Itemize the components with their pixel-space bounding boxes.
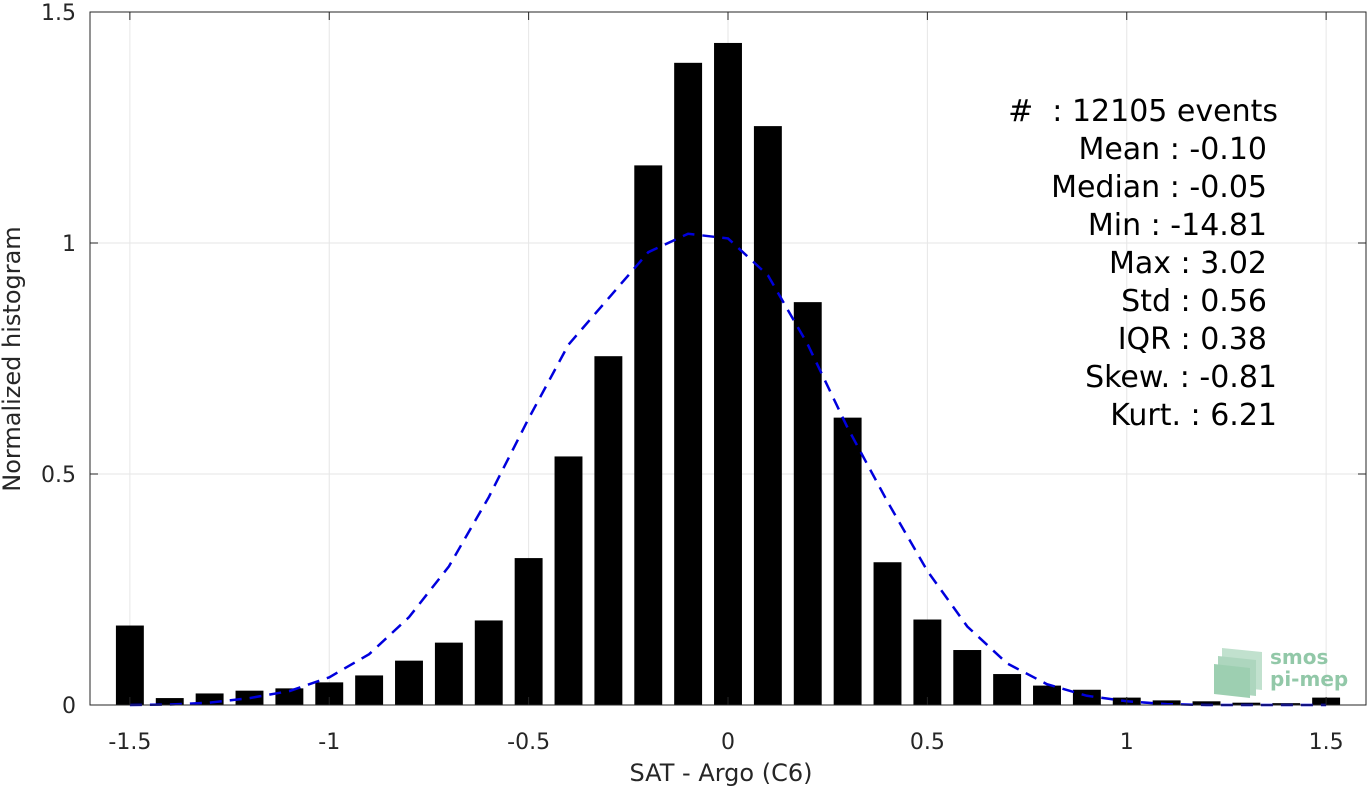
histogram-bar: [514, 558, 543, 705]
logo-text-pimep: pi-mep: [1270, 667, 1348, 691]
x-tick-label: -1: [318, 730, 340, 755]
histogram-bar: [1152, 700, 1181, 705]
x-tick-label: -1.5: [108, 730, 151, 755]
logo-waves-icon: [1214, 648, 1262, 698]
histogram-bar: [833, 417, 862, 705]
x-tick-label: -0.5: [507, 730, 550, 755]
stat-events: # : 12105 events: [1008, 94, 1278, 129]
histogram-bar: [315, 682, 344, 705]
y-axis-label: Normalized histogram: [0, 226, 26, 491]
histogram-bar: [474, 620, 503, 705]
y-tick-label: 0.5: [41, 463, 76, 488]
histogram-bar: [115, 625, 144, 705]
histogram-bar: [155, 698, 184, 705]
x-tick-label: 0: [721, 730, 735, 755]
histogram-bar: [793, 302, 822, 705]
histogram-bar: [714, 42, 742, 706]
y-tick-label: 1.5: [41, 1, 76, 26]
logo-text-smos: smos: [1270, 645, 1328, 669]
stat-max: Max : 3.02: [1109, 246, 1267, 281]
histogram-bar: [594, 356, 623, 705]
histogram-bar: [554, 456, 583, 705]
y-tick-label: 1: [62, 232, 76, 257]
histogram-bars: [115, 42, 1341, 706]
stat-median: Median : -0.05: [1051, 170, 1267, 205]
histogram-bar: [195, 693, 224, 705]
x-tick-label: 0.5: [910, 730, 945, 755]
histogram-bar: [434, 642, 463, 705]
y-tick-label: 0: [62, 694, 76, 719]
stat-kurt: Kurt. : 6.21: [1110, 398, 1277, 433]
histogram-bar: [953, 650, 982, 705]
x-tick-label: 1.5: [1309, 730, 1344, 755]
smos-pimep-logo: smos pi-mep: [1214, 645, 1348, 698]
histogram-bar: [275, 688, 304, 705]
histogram-bar: [1192, 701, 1221, 705]
stat-mean: Mean : -0.10: [1078, 132, 1267, 167]
axis-ticks: -1.5 -1 -0.5 0 0.5 1 1.5 0 0.5 1 1.5: [41, 1, 1366, 755]
stat-std: Std : 0.56: [1121, 284, 1267, 319]
stat-skew: Skew. : -0.81: [1085, 360, 1277, 395]
histogram-bar: [395, 660, 423, 705]
histogram-bar: [674, 62, 703, 705]
histogram-bar: [1072, 689, 1101, 705]
histogram-bar: [913, 619, 942, 705]
histogram-bar: [634, 165, 663, 705]
histogram-bar: [355, 675, 384, 705]
histogram-bar: [235, 690, 264, 705]
stat-min: Min : -14.81: [1088, 208, 1267, 243]
x-tick-label: 1: [1120, 730, 1134, 755]
histogram-bar: [1033, 685, 1061, 705]
stat-iqr: IQR : 0.38: [1118, 322, 1267, 357]
histogram-bar: [993, 674, 1022, 705]
histogram-bar: [873, 562, 902, 705]
histogram-bar: [753, 126, 782, 705]
x-axis-label: SAT - Argo (C6): [630, 759, 813, 787]
stats-annotation: # : 12105 events Mean : -0.10 Median : -…: [1008, 94, 1278, 433]
